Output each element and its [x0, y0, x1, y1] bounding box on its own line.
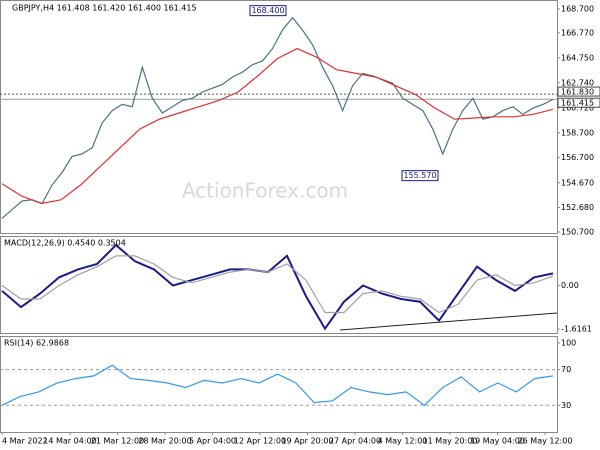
series-line — [1, 255, 554, 314]
annotation: 155.570 — [403, 171, 436, 180]
price-panel — [0, 0, 558, 234]
x-tick-label: 26 May 12:00 — [518, 437, 573, 446]
y-tick-label: 158.700 — [561, 128, 594, 137]
macd-panel — [0, 236, 558, 334]
price-label: 161.830 — [561, 88, 594, 97]
y-tick-label: 164.750 — [561, 53, 594, 62]
x-tick-label: 19 May 04:00 — [470, 437, 525, 446]
x-tick-label: 14 Mar 04:00 — [43, 437, 96, 446]
annotation-box — [249, 5, 287, 17]
y-tick-label: 152.680 — [561, 203, 594, 212]
y-tick-label: 30 — [561, 401, 571, 410]
series-line — [1, 47, 554, 205]
y-tick-label: 0.00 — [561, 281, 579, 290]
annotation: 168.400 — [251, 6, 284, 15]
macd-title: MACD(12,26,9) 0.4540 0.3504 — [4, 239, 126, 248]
y-tick-label: 166.770 — [561, 28, 594, 37]
rsi-title: RSI(14) 62.9868 — [4, 339, 69, 348]
x-tick-label: 21 Mar 12:00 — [91, 437, 144, 446]
y-tick-label: 160.720 — [561, 103, 594, 112]
y-tick-label: 150.700 — [561, 228, 594, 237]
series-line — [1, 364, 554, 407]
chart-title: GBPJPY,H4 161.408 161.420 161.400 161.41… — [12, 4, 197, 13]
y-tick-label: 168.700 — [561, 4, 594, 13]
price-label: 161.415 — [561, 99, 594, 108]
x-tick-label: 19 Apr 20:00 — [281, 437, 333, 446]
price-box — [557, 86, 600, 97]
y-tick-label: -1.6161 — [561, 325, 592, 334]
x-tick-label: 4 May 12:00 — [378, 437, 428, 446]
x-tick-label: 27 Apr 04:00 — [329, 437, 381, 446]
trend-line — [339, 312, 558, 331]
annotation-box — [401, 170, 439, 182]
watermark: ActionForex.com — [182, 179, 348, 203]
y-tick-label: 154.670 — [561, 178, 594, 187]
y-tick-label: 100 — [561, 338, 576, 347]
rsi-panel — [0, 336, 558, 433]
x-tick-label: 11 May 20:00 — [423, 437, 478, 446]
y-tick-label: 162.740 — [561, 78, 594, 87]
price-box — [557, 97, 600, 108]
x-tick-label: 5 Apr 04:00 — [189, 437, 236, 446]
x-tick-label: 28 Mar 20:00 — [138, 437, 191, 446]
series-line — [1, 243, 554, 331]
x-tick-label: 4 Mar 2022 — [2, 437, 48, 446]
y-tick-label: 156.700 — [561, 153, 594, 162]
series-line — [1, 16, 554, 219]
y-tick-label: 70 — [561, 365, 571, 374]
x-tick-label: 12 Apr 12:00 — [234, 437, 286, 446]
